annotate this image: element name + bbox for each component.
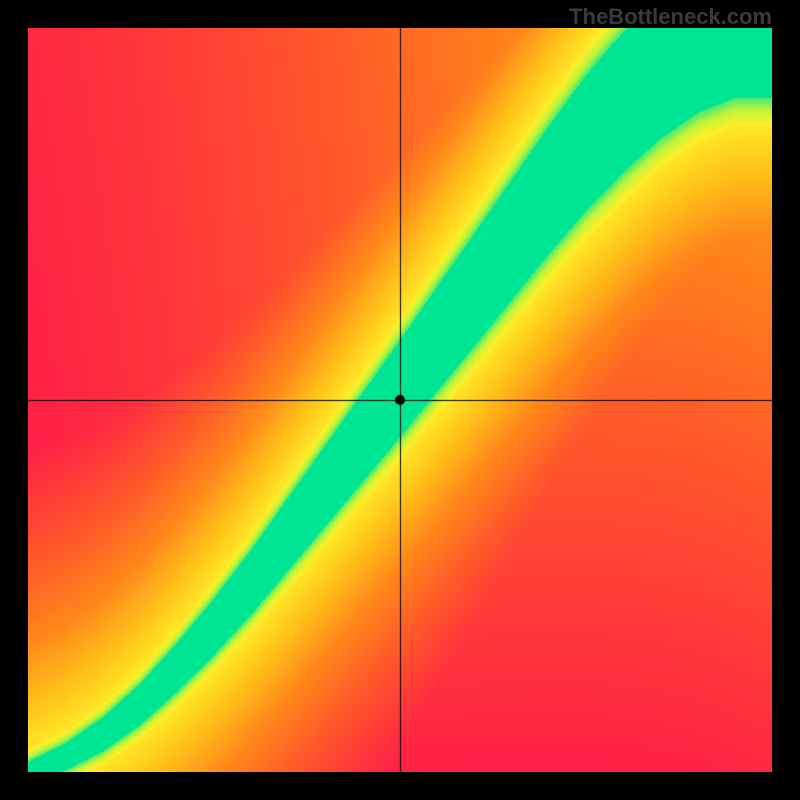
watermark-text: TheBottleneck.com xyxy=(569,4,772,30)
heatmap-canvas xyxy=(28,28,772,772)
heatmap-plot xyxy=(28,28,772,772)
chart-container: TheBottleneck.com xyxy=(0,0,800,800)
